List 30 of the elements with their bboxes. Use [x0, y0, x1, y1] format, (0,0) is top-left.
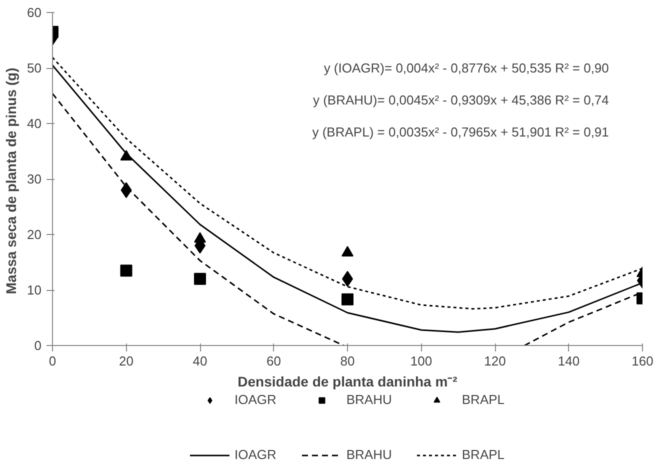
x-tick-label: 40 — [192, 354, 208, 368]
annotation: y (BRAHU)= 0,0045x² - 0,9309x + 45,386 R² = 0,74 — [312, 92, 609, 108]
y-tick-label: 20 — [27, 227, 42, 242]
point — [194, 272, 206, 285]
y-tick-label: 40 — [27, 116, 42, 131]
x-tick-label: 160 — [632, 354, 654, 368]
x-tick-label: 0 — [48, 354, 56, 368]
x-tick-label: 80 — [340, 354, 355, 368]
legend-label: BRAHU — [346, 392, 392, 407]
y-tick-label: 10 — [27, 282, 42, 298]
x-tick-label: 100 — [410, 354, 432, 368]
annotation: y (IOAGR)= 0,004x² - 0,8776x + 50,535 R² = 0,90 — [324, 60, 609, 76]
legend-label: BRAHU — [346, 447, 392, 462]
x-tick-label: 120 — [484, 354, 506, 368]
x-tick-label: 20 — [119, 354, 134, 368]
point — [120, 264, 132, 277]
y-tick-label: 50 — [27, 60, 42, 76]
annotation: y (BRAPL) = 0,0035x² - 0,7965x + 51,901 R² = 0,91 — [312, 124, 609, 140]
y-axis-title: Massa seca de planta de pinus (g) — [3, 68, 20, 294]
y-tick-label: 60 — [27, 5, 42, 20]
x-tick-label: 60 — [266, 354, 281, 368]
legend-label: BRAPL — [462, 392, 505, 407]
legend-label: IOAGR — [234, 392, 276, 407]
y-tick-label: 30 — [27, 172, 42, 186]
x-axis-title: Densidade de planta daninha m⁻² — [238, 374, 458, 390]
legend-label: IOAGR — [234, 447, 276, 462]
x-tick-label: 140 — [558, 354, 580, 368]
y-tick-label: 0 — [34, 338, 42, 353]
legend-label: BRAPL — [462, 447, 505, 462]
point — [342, 293, 354, 306]
